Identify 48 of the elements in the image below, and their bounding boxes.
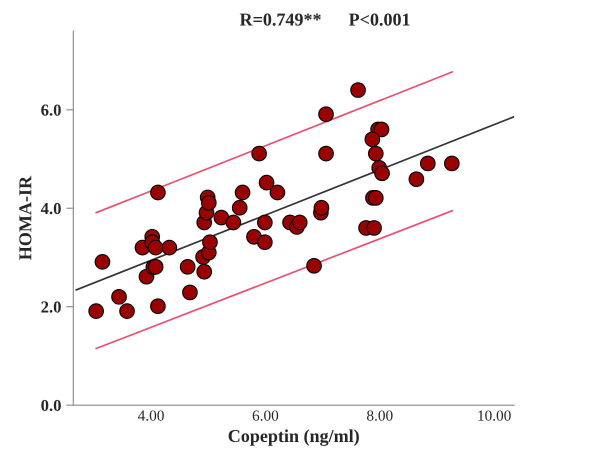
point [162, 240, 178, 256]
y-axis-title: HOMA-IR [19, 176, 32, 260]
point [200, 194, 217, 211]
y-tick-label: 0.0 [41, 400, 61, 412]
y-tick-label: 2.0 [41, 301, 61, 313]
point [214, 210, 230, 226]
point [270, 184, 286, 200]
point [150, 298, 166, 314]
x-tick-label: 6.00 [252, 410, 278, 421]
point [150, 184, 166, 200]
point [119, 303, 135, 319]
x-tick-label: 4.00 [138, 410, 164, 421]
point [232, 200, 248, 216]
point [318, 146, 334, 162]
point [420, 156, 436, 172]
point [364, 131, 380, 148]
point [257, 214, 273, 230]
point [366, 220, 382, 236]
point [182, 284, 198, 300]
point [368, 190, 384, 206]
y-tick-label: 4.0 [40, 202, 61, 214]
point [292, 214, 308, 230]
x-tick-label: 10.00 [478, 410, 511, 421]
point [196, 264, 212, 280]
point [202, 234, 218, 250]
point [368, 146, 384, 162]
point [148, 240, 164, 256]
point [258, 174, 274, 190]
point [180, 258, 196, 275]
point [111, 289, 127, 305]
point [314, 200, 330, 216]
x-tick-label: 8.00 [367, 410, 393, 421]
point [94, 254, 110, 270]
text: R=0.749** P<0.001 [240, 13, 410, 26]
point [306, 258, 322, 274]
point [350, 82, 366, 98]
point [374, 122, 390, 138]
point [257, 234, 273, 250]
point [408, 171, 424, 188]
point [251, 146, 267, 162]
point [226, 214, 242, 230]
point [234, 184, 250, 200]
y-tick-label: 6.0 [41, 104, 61, 116]
point [318, 106, 334, 122]
point [88, 303, 104, 319]
x-axis-title: Copeptin (ng/ml) [228, 429, 359, 446]
point [444, 156, 460, 172]
point [374, 165, 390, 182]
